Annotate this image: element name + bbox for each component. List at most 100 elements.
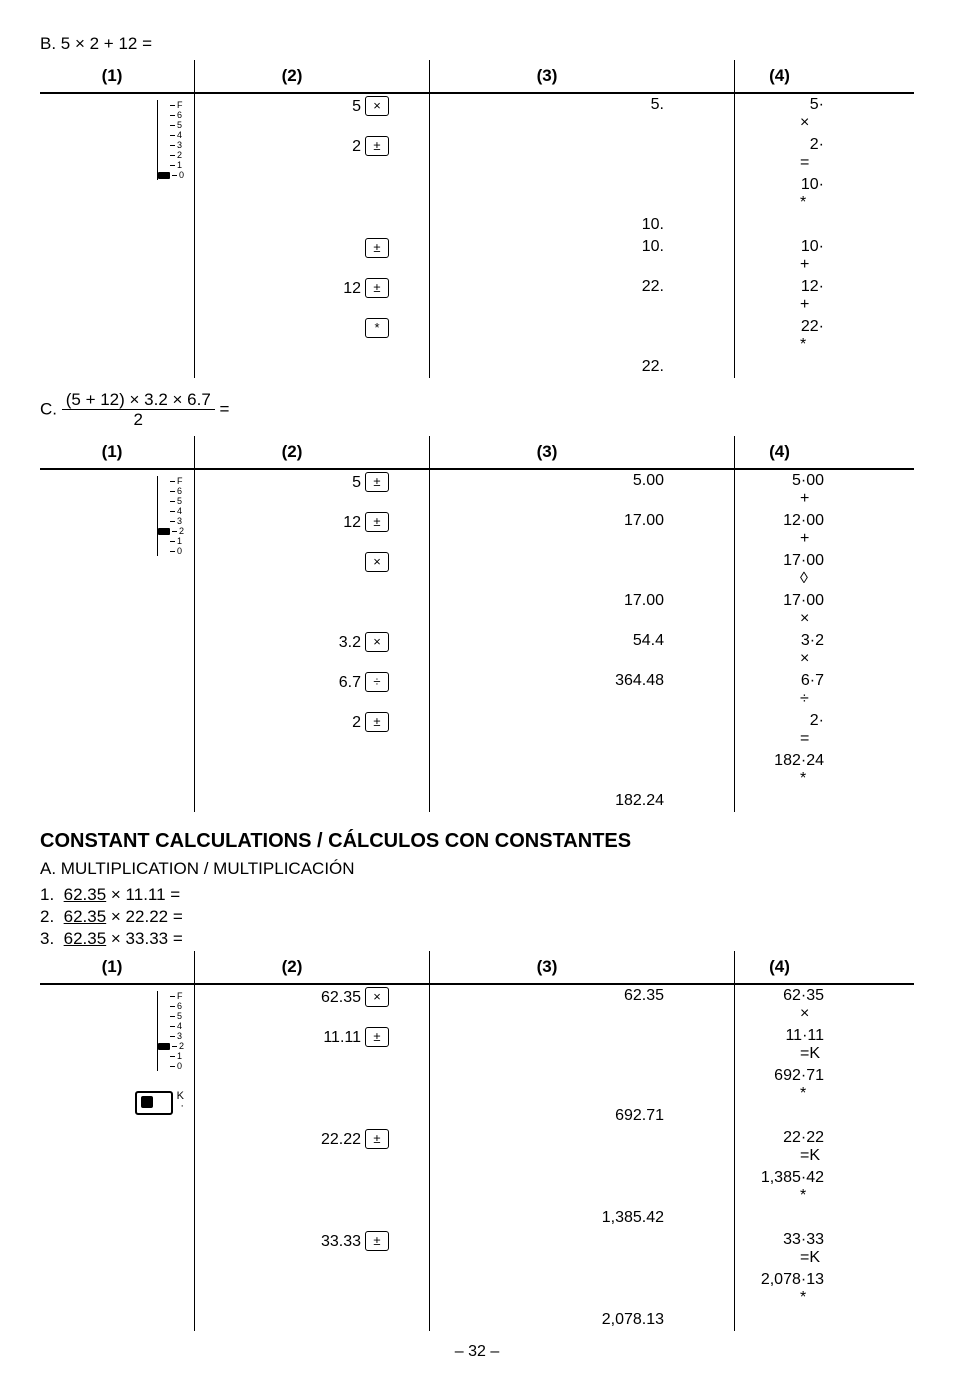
key-icon: × bbox=[365, 632, 389, 652]
col-header: (1) bbox=[40, 951, 195, 984]
tape-op: × bbox=[800, 114, 824, 132]
disp bbox=[430, 316, 735, 356]
tape-val: 1,385·42 bbox=[754, 1169, 824, 1187]
list-item: 1. 62.35 × 11.11 = bbox=[40, 885, 914, 905]
col-header: (4) bbox=[735, 436, 915, 469]
disp: 10. bbox=[430, 214, 735, 236]
list-item: 3. 62.35 × 33.33 = bbox=[40, 929, 914, 949]
disp: 17.00 bbox=[430, 590, 735, 630]
tape-op: * bbox=[800, 770, 824, 788]
key-icon: ± bbox=[365, 512, 389, 532]
tape-val: 11·11 bbox=[754, 1027, 824, 1045]
problem-b-label: B. 5 × 2 + 12 = bbox=[40, 34, 914, 54]
col-header: (4) bbox=[735, 951, 915, 984]
col-header: (2) bbox=[195, 436, 430, 469]
key-icon: × bbox=[365, 987, 389, 1007]
col-header: (1) bbox=[40, 60, 195, 93]
col-header: (2) bbox=[195, 60, 430, 93]
entry: 5 bbox=[352, 474, 361, 491]
entry: 6.7 bbox=[339, 674, 361, 691]
key-icon: ± bbox=[365, 136, 389, 156]
tape-op: ◊ bbox=[800, 570, 824, 588]
tape-val: 5·00 bbox=[754, 472, 824, 490]
tape-op: + bbox=[800, 490, 824, 508]
key-icon: ± bbox=[365, 712, 389, 732]
k-switch-icon bbox=[135, 1091, 173, 1115]
col-header: (4) bbox=[735, 60, 915, 93]
key-icon: ± bbox=[365, 1129, 389, 1149]
disp bbox=[430, 174, 735, 214]
entry: 12 bbox=[343, 514, 361, 531]
tape-op: + bbox=[800, 530, 824, 548]
disp: 22. bbox=[430, 356, 735, 378]
disp: 2,078.13 bbox=[430, 1309, 735, 1331]
tape-val: 6·7 bbox=[754, 672, 824, 690]
problem-c-label: C. (5 + 12) × 3.2 × 6.7 2 = bbox=[40, 390, 914, 430]
entry: 11.11 bbox=[323, 1029, 361, 1046]
key-icon: × bbox=[365, 96, 389, 116]
disp: 1,385.42 bbox=[430, 1207, 735, 1229]
col-header: (3) bbox=[430, 60, 735, 93]
tape-op: * bbox=[800, 1085, 824, 1103]
disp: 22. bbox=[430, 276, 735, 316]
entry: 3.2 bbox=[339, 634, 361, 651]
decimal-selector-icon: F6543210 bbox=[157, 476, 184, 556]
disp bbox=[430, 710, 735, 750]
tape-op: × bbox=[800, 650, 824, 668]
tape-op: ÷ bbox=[800, 690, 824, 708]
entry: 33.33 bbox=[321, 1233, 361, 1250]
tape-op: =K bbox=[800, 1249, 824, 1267]
fraction-den: 2 bbox=[130, 410, 147, 429]
tape-op: + bbox=[800, 296, 824, 314]
tape-val: 12· bbox=[754, 278, 824, 296]
tape-op: =K bbox=[800, 1045, 824, 1063]
tape-op: * bbox=[800, 336, 824, 354]
suffix: = bbox=[220, 399, 230, 418]
tape-val: 2· bbox=[754, 136, 824, 154]
section-title: CONSTANT CALCULATIONS / CÁLCULOS CON CON… bbox=[40, 830, 914, 853]
tape-val: 2· bbox=[754, 712, 824, 730]
tape-op: × bbox=[800, 610, 824, 628]
tape-op: × bbox=[800, 1005, 824, 1023]
tape-op: * bbox=[800, 194, 824, 212]
disp: 364.48 bbox=[430, 670, 735, 710]
disp: 54.4 bbox=[430, 630, 735, 670]
tape-val: 10· bbox=[754, 176, 824, 194]
entry: 5 bbox=[352, 98, 361, 115]
tape-val: 17·00 bbox=[754, 552, 824, 570]
tape-val: 17·00 bbox=[754, 592, 824, 610]
col-header: (3) bbox=[430, 436, 735, 469]
tape-val: 5· bbox=[754, 96, 824, 114]
tape-op: * bbox=[800, 1187, 824, 1205]
decimal-selector-icon: F6543210 bbox=[157, 991, 184, 1071]
tape-op: =K bbox=[800, 1147, 824, 1165]
key-icon: ± bbox=[365, 238, 389, 258]
page-number: – 32 – bbox=[40, 1343, 914, 1361]
disp: 5.00 bbox=[430, 469, 735, 510]
tape-val: 2,078·13 bbox=[754, 1271, 824, 1289]
disp bbox=[430, 1127, 735, 1167]
disp bbox=[430, 1269, 735, 1309]
decimal-selector-icon: F6543210 bbox=[157, 100, 184, 181]
key-icon: ÷ bbox=[365, 672, 389, 692]
disp bbox=[430, 1167, 735, 1207]
k-switch-labels: K· bbox=[177, 1091, 184, 1111]
fraction-num: (5 + 12) × 3.2 × 6.7 bbox=[62, 390, 215, 410]
key-icon: × bbox=[365, 552, 389, 572]
entry: 12 bbox=[343, 280, 361, 297]
tape-val: 22· bbox=[754, 318, 824, 336]
disp bbox=[430, 1229, 735, 1269]
key-icon: * bbox=[365, 318, 389, 338]
disp: 5. bbox=[430, 93, 735, 134]
col-header: (1) bbox=[40, 436, 195, 469]
tape-op: = bbox=[800, 154, 824, 172]
disp bbox=[430, 1025, 735, 1065]
tape-op: + bbox=[800, 256, 824, 274]
entry: 2 bbox=[352, 714, 361, 731]
table-c: (1) (2) (3) (4) F6543210 5± 5.00 5·00+ 1… bbox=[40, 436, 914, 812]
col-header: (3) bbox=[430, 951, 735, 984]
tape-op: * bbox=[800, 1289, 824, 1307]
disp bbox=[430, 750, 735, 790]
disp bbox=[430, 1065, 735, 1105]
key-icon: ± bbox=[365, 278, 389, 298]
